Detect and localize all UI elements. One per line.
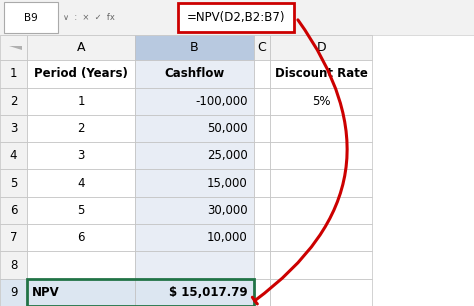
Bar xyxy=(4,2,58,33)
Bar xyxy=(27,88,135,115)
Bar xyxy=(270,279,372,306)
Bar xyxy=(254,88,270,115)
Bar xyxy=(135,88,254,115)
Bar xyxy=(135,115,254,142)
Bar xyxy=(135,35,254,60)
Text: 5: 5 xyxy=(10,177,17,190)
Bar xyxy=(254,279,270,306)
Bar xyxy=(27,142,135,170)
Text: 1: 1 xyxy=(77,95,85,108)
Bar xyxy=(270,224,372,252)
Bar xyxy=(135,142,254,170)
Text: 5%: 5% xyxy=(312,95,330,108)
Bar xyxy=(135,60,254,88)
Bar xyxy=(270,170,372,197)
Text: 30,000: 30,000 xyxy=(207,204,248,217)
Polygon shape xyxy=(9,46,22,50)
Text: 15,000: 15,000 xyxy=(207,177,248,190)
Text: B9: B9 xyxy=(24,13,38,23)
Text: ∨  :  ×  ✓  fx: ∨ : × ✓ fx xyxy=(63,13,115,22)
Bar xyxy=(27,279,135,306)
Bar xyxy=(270,35,372,60)
Bar xyxy=(0,197,27,224)
Bar xyxy=(0,170,27,197)
Bar xyxy=(27,279,254,306)
Bar xyxy=(178,3,294,32)
Bar xyxy=(254,115,270,142)
Bar xyxy=(135,170,254,197)
Text: 5: 5 xyxy=(77,204,85,217)
Text: Discount Rate: Discount Rate xyxy=(275,67,367,80)
Text: 8: 8 xyxy=(10,259,17,271)
Text: A: A xyxy=(77,41,85,54)
Bar xyxy=(135,252,254,279)
Bar xyxy=(135,197,254,224)
Text: Cashflow: Cashflow xyxy=(164,67,225,80)
Bar xyxy=(270,115,372,142)
Bar xyxy=(270,252,372,279)
Bar xyxy=(254,60,270,88)
Text: 4: 4 xyxy=(10,149,17,162)
Text: 2: 2 xyxy=(77,122,85,135)
Text: 6: 6 xyxy=(77,231,85,244)
Bar xyxy=(0,0,474,35)
Bar xyxy=(27,197,135,224)
Bar xyxy=(270,60,372,88)
Text: 10,000: 10,000 xyxy=(207,231,248,244)
Text: 50,000: 50,000 xyxy=(207,122,248,135)
Bar xyxy=(27,170,135,197)
Bar xyxy=(270,142,372,170)
Bar xyxy=(27,115,135,142)
Bar xyxy=(270,197,372,224)
Bar xyxy=(254,252,270,279)
Text: $ 15,017.79: $ 15,017.79 xyxy=(169,286,248,299)
Bar xyxy=(254,197,270,224)
Text: 2: 2 xyxy=(10,95,17,108)
Text: 3: 3 xyxy=(77,149,85,162)
Text: 3: 3 xyxy=(10,122,17,135)
Bar xyxy=(0,142,27,170)
Bar xyxy=(0,115,27,142)
Bar xyxy=(0,224,27,252)
Bar xyxy=(135,279,254,306)
Text: 25,000: 25,000 xyxy=(207,149,248,162)
Text: 1: 1 xyxy=(10,67,17,80)
Bar xyxy=(0,279,27,306)
Bar xyxy=(0,252,27,279)
Bar xyxy=(0,60,27,88)
Bar xyxy=(27,224,135,252)
Bar xyxy=(254,224,270,252)
Bar xyxy=(270,88,372,115)
Bar xyxy=(254,142,270,170)
Bar xyxy=(0,35,27,60)
Bar xyxy=(27,60,135,88)
Text: NPV: NPV xyxy=(32,286,60,299)
Bar xyxy=(254,170,270,197)
Text: 4: 4 xyxy=(77,177,85,190)
Text: D: D xyxy=(316,41,326,54)
Bar xyxy=(135,224,254,252)
Bar xyxy=(254,35,270,60)
Text: B: B xyxy=(190,41,199,54)
Bar xyxy=(27,35,135,60)
Text: Period (Years): Period (Years) xyxy=(34,67,128,80)
Text: 6: 6 xyxy=(10,204,17,217)
Text: =NPV(D2,B2:B7): =NPV(D2,B2:B7) xyxy=(187,11,285,24)
Text: -100,000: -100,000 xyxy=(195,95,248,108)
Text: C: C xyxy=(257,41,266,54)
Bar xyxy=(27,252,135,279)
Text: 9: 9 xyxy=(10,286,17,299)
Text: 7: 7 xyxy=(10,231,17,244)
Bar xyxy=(0,88,27,115)
